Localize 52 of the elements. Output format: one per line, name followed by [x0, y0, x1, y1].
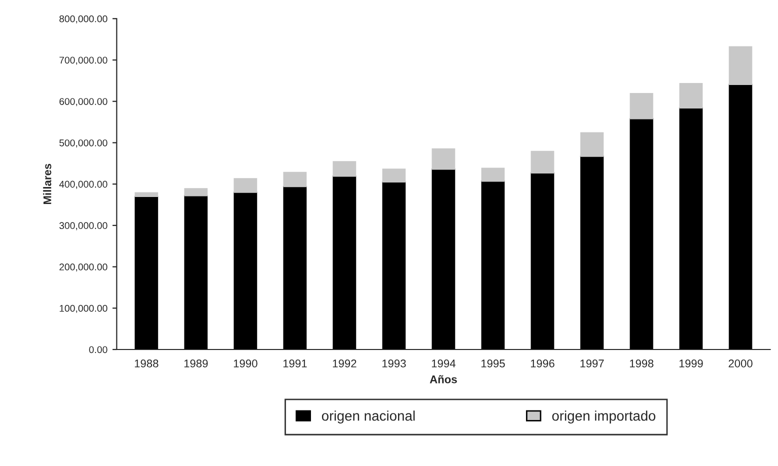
y-tick-label: 100,000.00 — [60, 304, 108, 313]
x-axis-title: Años — [430, 375, 457, 384]
bar — [728, 84, 752, 350]
y-tick-label: 700,000.00 — [60, 56, 108, 65]
x-tick-label: 1998 — [630, 360, 654, 368]
y-axis-title: Millares — [43, 164, 52, 204]
x-tick-label: 1994 — [432, 360, 456, 368]
y-tick-label: 200,000.00 — [60, 264, 108, 272]
y-tick-label: 600,000.00 — [60, 98, 108, 106]
bar — [580, 132, 604, 157]
bar — [481, 168, 505, 182]
y-tick-label: 800,000.00 — [59, 15, 108, 24]
bar — [432, 148, 456, 170]
bar — [184, 188, 208, 196]
y-tick-label: 0.00 — [89, 346, 108, 354]
bar — [630, 118, 654, 350]
y-tick-label: 300,000.00 — [59, 222, 108, 230]
bar — [332, 176, 356, 350]
legend-label: origen nacional — [322, 410, 415, 424]
bar — [184, 195, 208, 350]
x-tick-label: 1999 — [679, 360, 703, 368]
x-tick-label: 1989 — [184, 360, 208, 368]
x-tick-label: 1995 — [481, 360, 505, 368]
bar — [481, 180, 505, 350]
bar — [432, 168, 456, 350]
bar — [679, 83, 703, 109]
bar — [283, 186, 307, 350]
bar — [530, 172, 554, 350]
bar — [234, 192, 258, 350]
x-tick-label: 1996 — [530, 360, 554, 368]
x-tick-label: 2000 — [728, 360, 752, 368]
bar — [234, 178, 258, 193]
bar — [580, 156, 604, 350]
bar — [630, 92, 654, 120]
legend-label: origen importado — [552, 410, 656, 424]
x-tick-label: 1991 — [283, 360, 307, 368]
x-tick-label: 1988 — [134, 360, 158, 368]
x-tick-label: 1997 — [580, 360, 604, 368]
bar — [679, 107, 703, 350]
bar — [728, 46, 752, 85]
y-tick-label: 400,000.00 — [59, 180, 108, 189]
bar — [530, 150, 554, 174]
bar — [332, 161, 356, 177]
y-tick-label: 500,000.00 — [59, 139, 108, 148]
bar — [134, 196, 158, 350]
bar — [382, 168, 406, 183]
x-tick-label: 1990 — [234, 360, 258, 368]
x-tick-label: 1993 — [382, 360, 406, 368]
bar — [382, 181, 406, 350]
bar — [283, 172, 307, 188]
bar — [134, 192, 158, 198]
x-tick-label: 1992 — [332, 360, 356, 368]
